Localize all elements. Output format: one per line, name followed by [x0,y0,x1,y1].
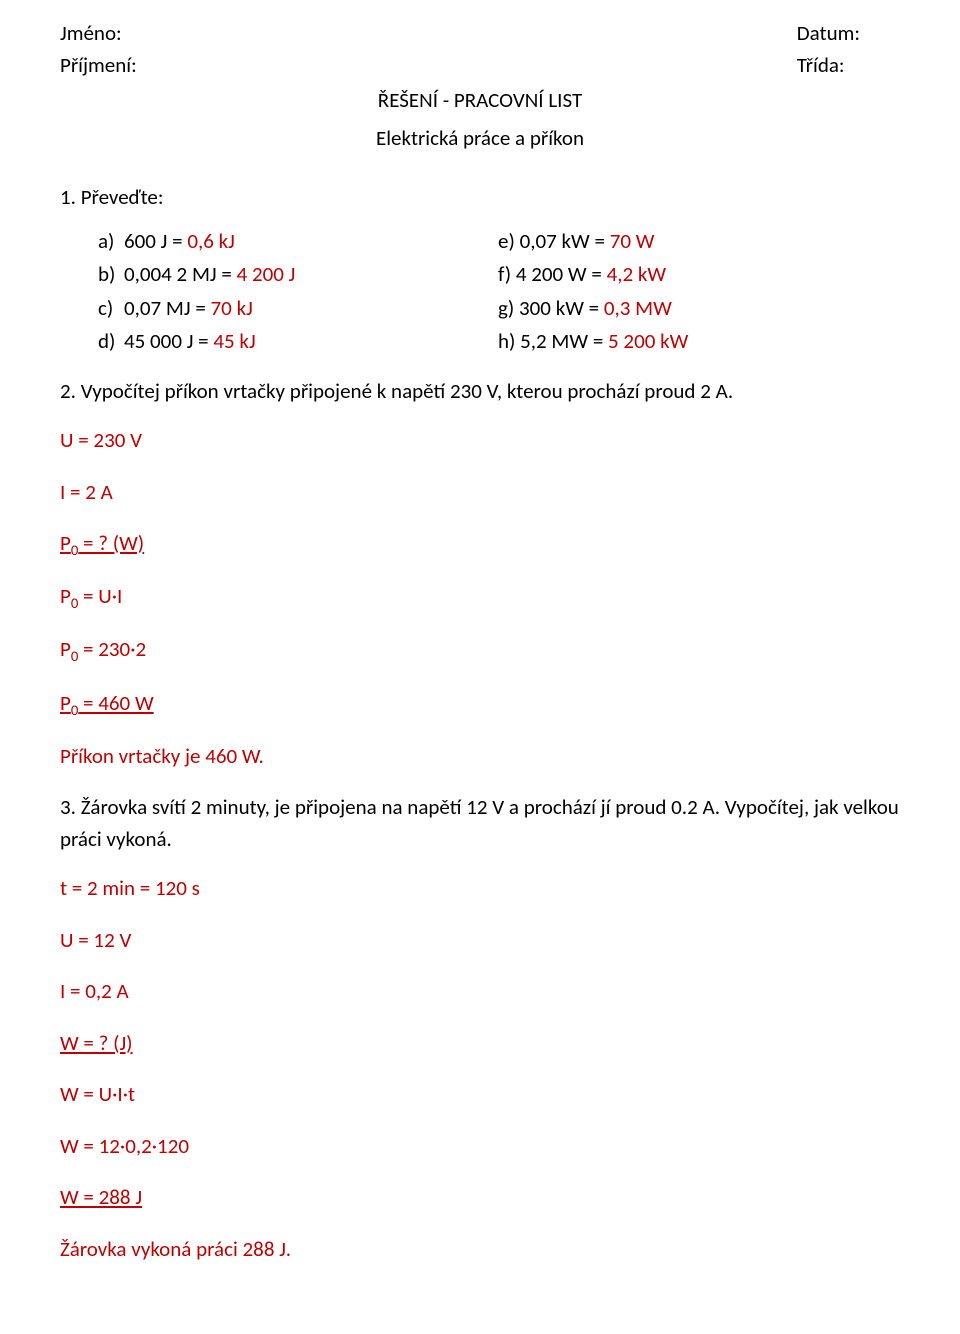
q2-u: U = 230 V [60,425,900,457]
q3-w-result: W = 288 J [60,1182,900,1214]
conv-lhs: 300 kW = [519,293,599,325]
q3-w-question: W = ? (J) [60,1028,900,1060]
title-main: ŘEŠENÍ - PRACOVNÍ LIST [60,85,900,117]
q2-p0-result: P0 = 460 W [60,688,900,721]
q3-u: U = 12 V [60,925,900,957]
title-sub: Elektrická práce a příkon [60,123,900,155]
conv-lhs: 0,07 MJ = [124,293,206,325]
conv-rhs: 5 200 kW [608,326,688,358]
conv-rhs: 4,2 kW [607,259,667,291]
conv-row: c) 0,07 MJ = 70 kJ g) 300 kW = 0,3 MW [98,293,900,325]
conv-rhs: 4 200 J [237,259,296,291]
p0-post: = 230·2 [78,636,146,662]
conv-rhs: 70 W [610,226,655,258]
conv-row: a) 600 J = 0,6 kJ e) 0,07 kW = 70 W [98,226,900,258]
header-left: Jméno: Příjmení: [60,18,137,81]
conv-row: d) 45 000 J = 45 kJ h) 5,2 MW = 5 200 kW [98,326,900,358]
q3-w-formula: W = U·I·t [60,1079,900,1111]
conv-lhs: 0,07 kW = [520,226,605,258]
worksheet-page: Jméno: Příjmení: Datum: Třída: ŘEŠENÍ - … [0,0,960,1334]
conv-rhs: 0,3 MW [604,293,672,325]
label-datum: Datum: [797,18,860,50]
q2-answer: Příkon vrtačky je 460 W. [60,741,900,773]
conv-lhs: 5,2 MW = [520,326,603,358]
q2-p0-formula: P0 = U·I [60,581,900,614]
label-prijmeni: Příjmení: [60,50,137,82]
conv-rhs: 45 kJ [213,326,255,358]
conv-rhs: 70 kJ [211,293,253,325]
conv-letter: h) [498,326,515,358]
label-trida: Třída: [797,50,860,82]
p0-post: = 460 W [78,690,153,716]
q2-i: I = 2 A [60,477,900,509]
p0-post: = U·I [78,583,122,609]
title-block: ŘEŠENÍ - PRACOVNÍ LIST Elektrická práce … [60,85,900,154]
p0-pre: P [60,636,71,662]
conv-letter: c) [98,293,124,325]
q3-i: I = 0,2 A [60,976,900,1008]
conv-lhs: 0,004 2 MJ = [124,259,232,291]
header-row: Jméno: Příjmení: Datum: Třída: [60,18,900,81]
p0-post: = ? (W) [78,530,144,556]
conv-lhs: 45 000 J = [124,326,209,358]
q2-prompt: 2. Vypočítej příkon vrtačky připojené k … [60,376,900,408]
conv-letter: a) [98,226,124,258]
q3-w-calc: W = 12·0,2·120 [60,1131,900,1163]
conv-letter: g) [498,293,514,325]
q1-prompt: 1. Převeďte: [60,182,900,214]
p0-pre: P [60,583,71,609]
conv-letter: b) [98,259,124,291]
conv-lhs: 4 200 W = [516,259,602,291]
q3-prompt: 3. Žárovka svítí 2 minuty, je připojena … [60,792,900,855]
conv-letter: e) [498,226,515,258]
q3-answer: Žárovka vykoná práci 288 J. [60,1234,900,1266]
header-right: Datum: Třída: [797,18,900,81]
conv-letter: d) [98,326,124,358]
conv-letter: f) [498,259,511,291]
conv-row: b) 0,004 2 MJ = 4 200 J f) 4 200 W = 4,2… [98,259,900,291]
conv-lhs: 600 J = [124,226,183,258]
p0-pre: P [60,530,71,556]
q1-conversions: a) 600 J = 0,6 kJ e) 0,07 kW = 70 W b) 0… [60,226,900,358]
conv-rhs: 0,6 kJ [187,226,235,258]
p0-pre: P [60,690,71,716]
label-jmeno: Jméno: [60,18,137,50]
q3-t: t = 2 min = 120 s [60,873,900,905]
q2-p0-calc: P0 = 230·2 [60,634,900,667]
q2-p0-question: P0 = ? (W) [60,528,900,561]
